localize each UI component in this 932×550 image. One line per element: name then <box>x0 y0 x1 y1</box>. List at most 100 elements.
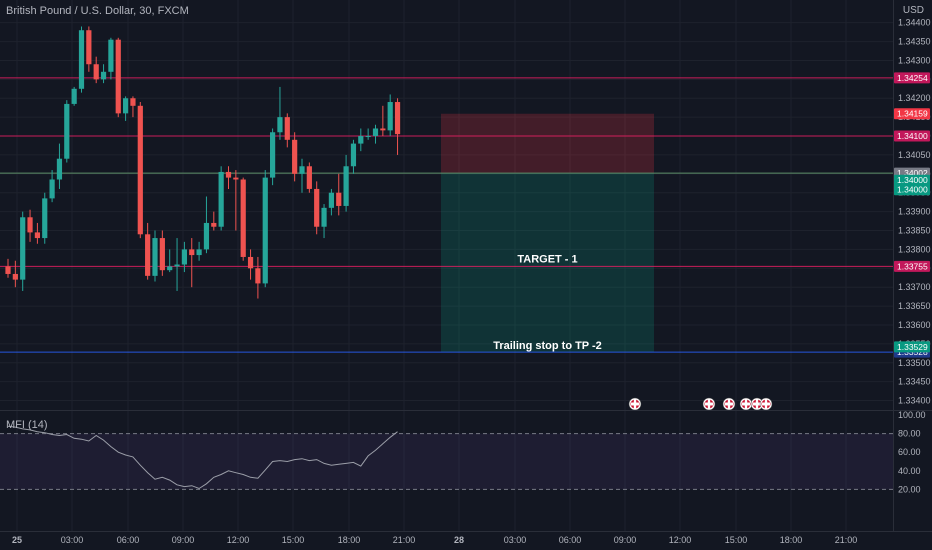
mfi-band-background <box>0 433 893 490</box>
candle-body[interactable] <box>372 128 379 137</box>
candle-body[interactable] <box>262 177 268 284</box>
mfi-axis-tick: 60.00 <box>898 447 921 457</box>
position-price-badge <box>894 341 930 353</box>
candle-body[interactable] <box>78 30 85 89</box>
candle-body[interactable] <box>5 266 11 274</box>
price-axis-tick: 1.34050 <box>898 150 931 160</box>
candle-body[interactable] <box>196 249 202 256</box>
candle-body[interactable] <box>233 177 239 180</box>
economic-event-icon[interactable] <box>628 397 642 411</box>
position-price-badge <box>894 184 930 196</box>
candle-body[interactable] <box>255 268 261 284</box>
candle-body[interactable] <box>350 143 357 167</box>
candle-body[interactable] <box>130 98 136 106</box>
time-axis-tick: 21:00 <box>393 535 416 545</box>
candle-body[interactable] <box>167 266 173 271</box>
candle-body[interactable] <box>218 171 224 227</box>
candle-body[interactable] <box>211 222 217 227</box>
candle-body[interactable] <box>49 179 55 199</box>
economic-event-icon[interactable] <box>759 397 773 411</box>
price-axis-tick: 1.33650 <box>898 301 931 311</box>
candle-body[interactable] <box>306 166 312 189</box>
candle-body[interactable] <box>181 249 187 265</box>
candle-body[interactable] <box>365 136 371 138</box>
candle-body[interactable] <box>387 102 393 131</box>
candle-body[interactable] <box>42 198 48 239</box>
price-axis-tick: 1.34200 <box>898 93 931 103</box>
candle-body[interactable] <box>336 192 342 206</box>
candle-body[interactable] <box>115 39 121 114</box>
candle-body[interactable] <box>358 136 364 144</box>
candle-body[interactable] <box>100 71 107 80</box>
position-price-badge <box>894 174 930 186</box>
candle-body[interactable] <box>343 166 349 206</box>
candle-body[interactable] <box>314 188 320 227</box>
stop-loss-zone[interactable] <box>441 113 654 174</box>
candle-body[interactable] <box>86 30 92 65</box>
candle-body[interactable] <box>64 103 70 159</box>
price-axis-tick: 1.33800 <box>898 244 931 254</box>
level-price-badge <box>894 130 930 142</box>
candle-body[interactable] <box>71 88 77 104</box>
candle-body[interactable] <box>108 39 114 72</box>
profit-target-zone[interactable] <box>441 173 654 352</box>
price-axis-tick: 1.33600 <box>898 320 931 330</box>
time-axis-tick: 09:00 <box>172 535 195 545</box>
economic-event-icon[interactable] <box>739 397 753 411</box>
time-axis-tick: 21:00 <box>835 535 858 545</box>
candle-body[interactable] <box>189 249 195 256</box>
economic-event-icon[interactable] <box>702 397 716 411</box>
candle-body[interactable] <box>240 179 246 257</box>
candle-body[interactable] <box>174 264 180 267</box>
time-axis-tick: 03:00 <box>504 535 527 545</box>
price-axis-tick: 1.33400 <box>898 396 931 406</box>
level-price-badge-text: 1.33755 <box>897 261 928 271</box>
candle-body[interactable] <box>321 207 327 227</box>
price-axis-tick: 1.34400 <box>898 18 931 28</box>
candle-body[interactable] <box>93 64 99 80</box>
mfi-axis-tick: 80.00 <box>898 429 921 439</box>
price-axis-tick: 1.34300 <box>898 55 931 65</box>
time-axis-tick: 15:00 <box>725 535 748 545</box>
time-axis-tick: 28 <box>454 535 464 545</box>
candle-body[interactable] <box>328 192 334 208</box>
price-axis-tick: 1.34350 <box>898 37 931 47</box>
candle-body[interactable] <box>225 171 232 178</box>
candle-body[interactable] <box>123 98 129 114</box>
candle-body[interactable] <box>12 273 18 280</box>
economic-event-icon[interactable] <box>722 397 736 411</box>
mfi-axis-tick: 100.00 <box>898 410 926 420</box>
candle-body[interactable] <box>159 238 165 271</box>
candle-body[interactable] <box>299 166 305 174</box>
candle-body[interactable] <box>203 222 210 250</box>
candle-body[interactable] <box>145 234 151 276</box>
candle-body[interactable] <box>20 217 26 280</box>
candle-body[interactable] <box>292 139 298 174</box>
candle-body[interactable] <box>137 105 143 235</box>
candle-body[interactable] <box>152 238 158 276</box>
candle-body[interactable] <box>56 158 63 180</box>
level-price-badge <box>894 72 930 84</box>
candle-body[interactable] <box>34 232 40 239</box>
mfi-indicator-label: MFI (14) <box>6 419 48 431</box>
currency-label: USD <box>902 5 924 16</box>
position-price-badge-text: 1.34000 <box>897 185 928 195</box>
mfi-axis-tick: 20.00 <box>898 484 921 494</box>
candle-body[interactable] <box>247 256 254 269</box>
time-axis-tick: 09:00 <box>614 535 637 545</box>
price-axis-tick: 1.33450 <box>898 377 931 387</box>
candle-body[interactable] <box>27 217 33 233</box>
economic-event-icon[interactable] <box>750 397 764 411</box>
candle-body[interactable] <box>394 102 401 135</box>
price-axis-tick: 1.33500 <box>898 358 931 368</box>
candle-body[interactable] <box>270 132 276 178</box>
candle-body[interactable] <box>380 128 386 131</box>
price-axis-tick: 1.33700 <box>898 282 931 292</box>
candle-body[interactable] <box>277 117 283 133</box>
candle-body[interactable] <box>284 117 290 140</box>
time-axis-tick: 18:00 <box>780 535 803 545</box>
time-axis-tick: 06:00 <box>117 535 140 545</box>
mfi-axis-tick: 40.00 <box>898 466 921 476</box>
chart-title: British Pound / U.S. Dollar, 30, FXCM <box>6 5 189 17</box>
